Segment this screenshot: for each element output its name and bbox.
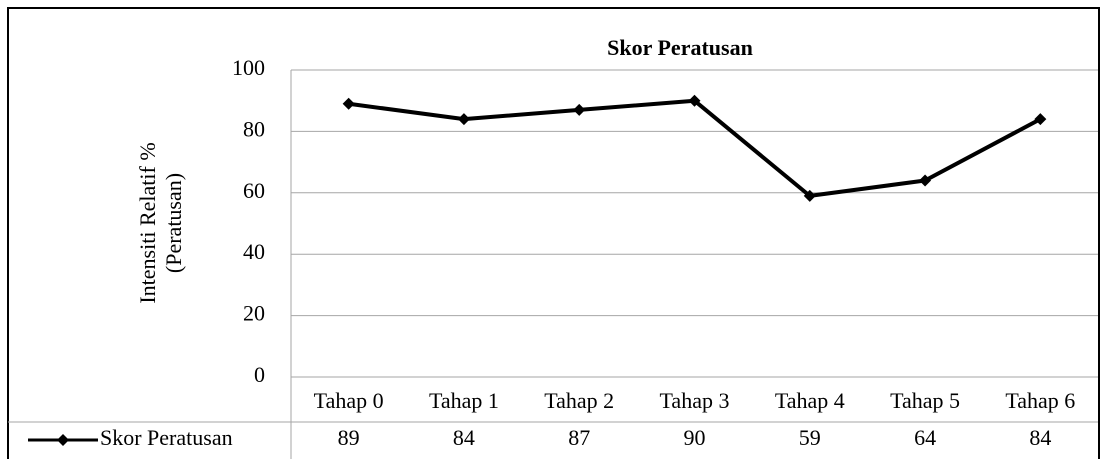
x-tick-label: Tahap 1 [429,388,499,413]
data-point [342,97,355,110]
y-label-line: Intensiti Relatif % [135,142,160,303]
chart-title: Skor Peratusan [607,35,753,60]
data-point [573,103,586,116]
data-point [457,113,470,126]
table-value: 90 [684,425,706,450]
table-value: 84 [1029,425,1051,450]
table-value: 89 [338,425,360,450]
x-tick-label: Tahap 2 [544,388,614,413]
x-tick-label: Tahap 6 [1005,388,1075,413]
legend-label: Skor Peratusan [100,425,233,450]
y-tick-label: 0 [254,362,265,387]
y-tick-label: 40 [243,239,265,264]
legend-marker [57,434,69,446]
y-tick-label: 80 [243,116,265,141]
table-value: 87 [568,425,590,450]
y-tick-label: 100 [232,55,265,80]
table-value: 84 [453,425,475,450]
x-tick-label: Tahap 5 [890,388,960,413]
data-point [919,174,932,187]
y-tick-label: 60 [243,178,265,203]
x-tick-label: Tahap 3 [660,388,730,413]
x-tick-label: Tahap 0 [314,388,384,413]
data-point [688,94,701,107]
x-tick-label: Tahap 4 [775,388,845,413]
chart-border [7,7,1100,459]
y-axis-label: Intensiti Relatif % (Peratusan) [135,142,186,303]
data-point [803,189,816,202]
y-tick-label: 20 [243,301,265,326]
data-point [1034,113,1047,126]
table-value: 64 [914,425,936,450]
series-line [348,98,1042,198]
y-label-line: (Peratusan) [161,173,186,273]
table-value: 59 [799,425,821,450]
